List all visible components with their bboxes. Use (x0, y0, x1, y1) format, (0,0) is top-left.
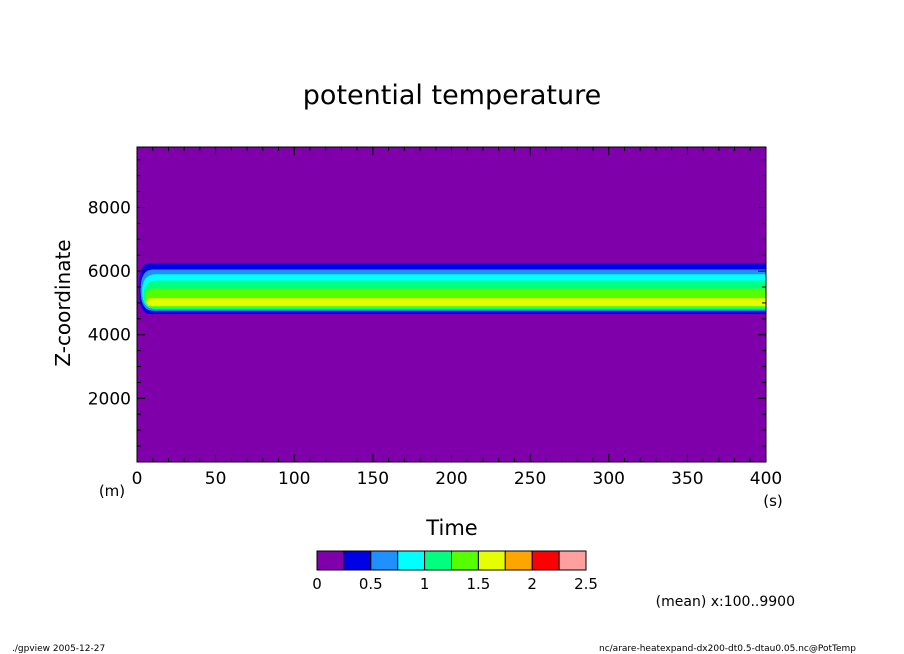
x-tick-label: 200 (435, 469, 467, 489)
plot-area: 0 50 100 150 200 250 300 350 400 2000 4000 6000 800… (88, 146, 782, 489)
x-tick-label: 150 (357, 469, 389, 489)
colorbar-swatch (451, 550, 479, 571)
mean-annotation: (mean) x:100..9900 (656, 594, 795, 610)
footer-right: nc/arare-heatexpand-dx200-dt0.5-dtau0.05… (599, 644, 856, 654)
colorbar-labels: 0 0.5 1 1.5 2 2.5 (312, 575, 598, 593)
y-tick-label: 6000 (88, 262, 131, 282)
colorbar-label: 2 (527, 575, 537, 593)
colorbar-swatch (316, 550, 345, 571)
colorbar-swatch (477, 550, 506, 571)
y-axis-ticks: 2000 4000 6000 8000 (88, 159, 766, 447)
contour-band-5 (146, 298, 766, 307)
contour-bands (139, 263, 766, 315)
y-tick-label: 4000 (88, 326, 131, 346)
colorbar-swatch (504, 550, 533, 571)
x-axis-label: Time (425, 516, 477, 540)
x-tick-label: 100 (278, 469, 310, 489)
x-tick-label: 0 (132, 469, 143, 489)
colorbar (316, 550, 587, 571)
x-tick-label: 350 (671, 469, 703, 489)
x-axis-unit: (s) (763, 492, 783, 510)
colorbar-swatch (370, 550, 399, 571)
colorbar-label: 0 (312, 575, 322, 593)
x-tick-label: 400 (750, 469, 782, 489)
colorbar-label: 1.5 (466, 575, 490, 593)
x-axis-ticks: 0 50 100 150 200 250 300 350 400 (132, 147, 782, 489)
y-axis-label: Z-coordinate (51, 239, 75, 366)
colorbar-swatch (424, 550, 453, 571)
y-tick-label: 2000 (88, 389, 131, 409)
y-axis-unit: (m) (99, 482, 125, 500)
colorbar-swatch (343, 550, 372, 571)
colorbar-label: 1 (420, 575, 430, 593)
x-tick-label: 300 (593, 469, 625, 489)
footer-left: ./gpview 2005-12-27 (12, 644, 105, 654)
x-tick-label: 250 (514, 469, 546, 489)
y-tick-label: 8000 (88, 198, 131, 218)
colorbar-swatch (558, 550, 587, 571)
x-tick-label: 50 (205, 469, 227, 489)
colorbar-swatch (531, 550, 560, 571)
colorbar-label: 2.5 (574, 575, 598, 593)
colorbar-label: 0.5 (359, 575, 383, 593)
chart-title: potential temperature (303, 80, 601, 111)
colorbar-swatch (397, 550, 426, 571)
